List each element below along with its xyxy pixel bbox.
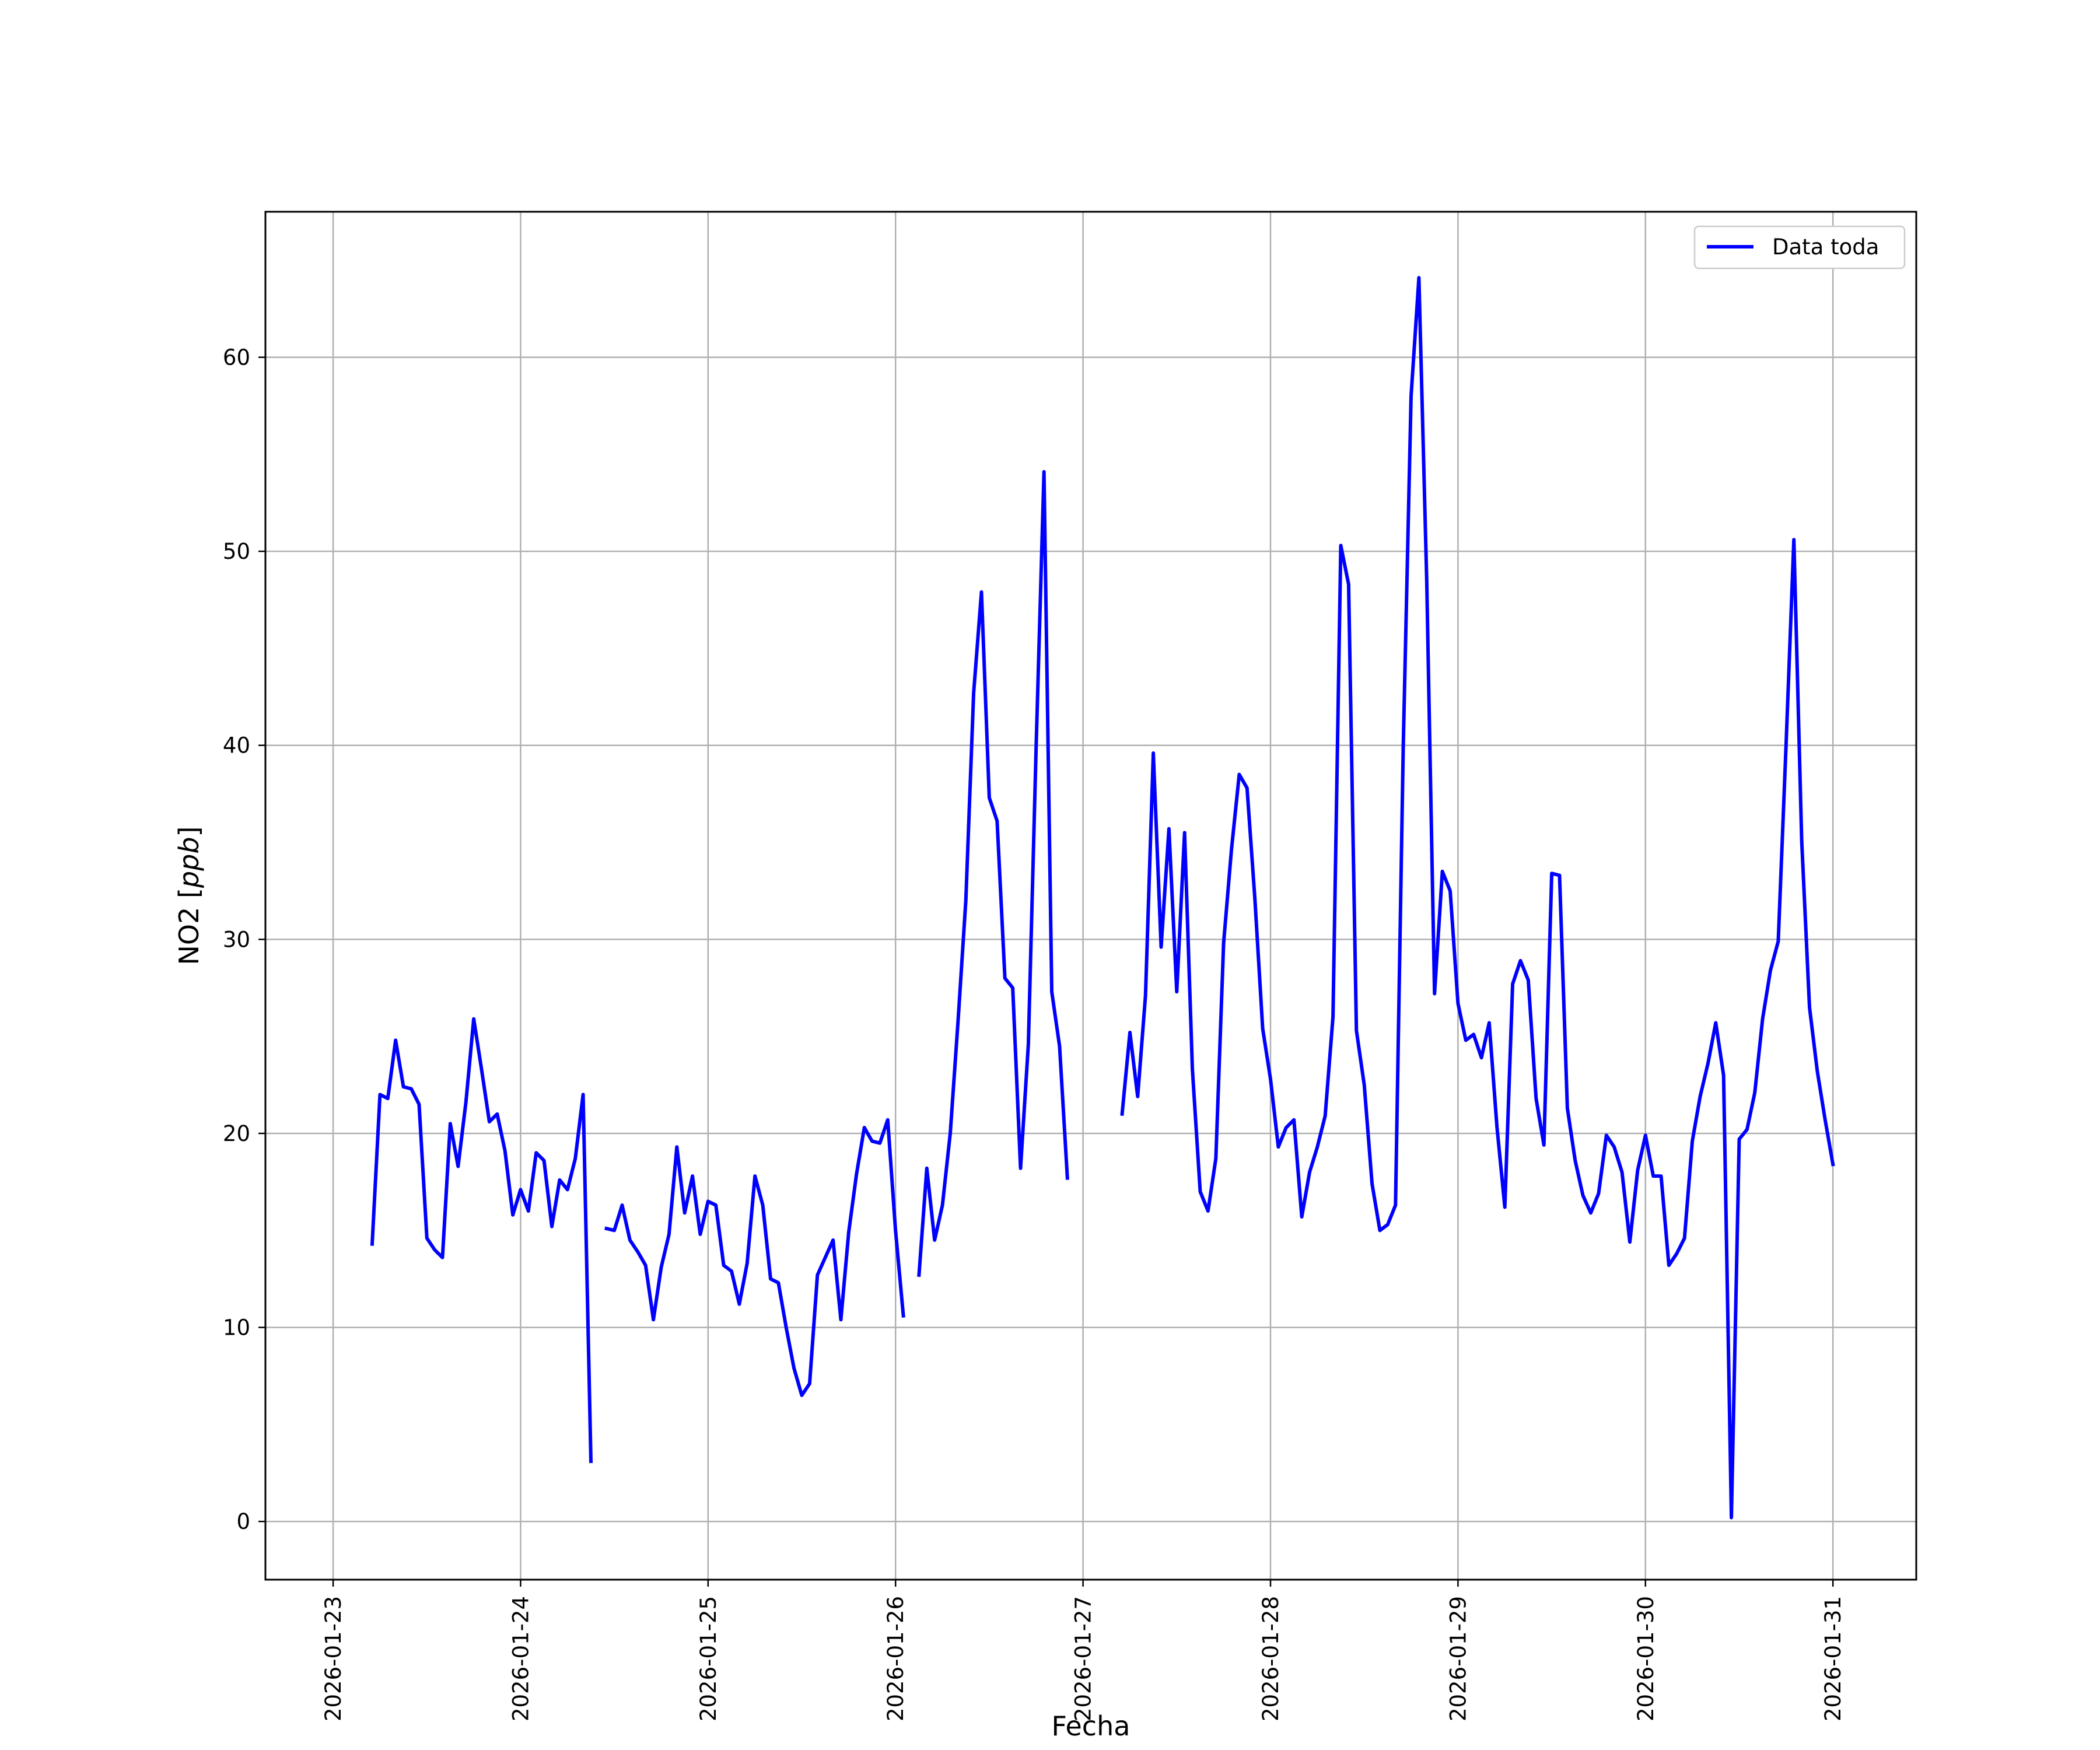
x-tick-label: 2026-01-24 [508,1596,533,1721]
x-tick-label: 2026-01-26 [883,1596,908,1721]
y-tick-label: 60 [223,345,250,370]
grid-lines [265,212,1916,1580]
y-axis-label-unit: ppb [173,836,205,888]
y-tick-label: 30 [223,927,250,952]
plot-area-frame [264,211,1917,1581]
x-tick-label: 2026-01-28 [1258,1596,1283,1721]
series-line-segment [370,1017,593,1464]
series-line-segment [604,1118,905,1397]
y-tick-label: 10 [223,1315,250,1340]
legend-entry-data-toda: Data toda [1772,235,1879,260]
series-line-segment [1120,276,1835,1520]
x-tick-label: 2026-01-27 [1071,1596,1096,1721]
y-axis-label-close: ] [173,826,205,836]
x-tick-label: 2026-01-29 [1446,1596,1471,1721]
x-tick-label: 2026-01-25 [696,1596,721,1721]
y-axis-label-main: NO2 [ [173,888,205,965]
series-line-segment [917,470,1069,1278]
x-axis-label: Fecha [1052,1710,1130,1742]
legend-box [1693,225,1906,270]
y-tick-label: 50 [223,539,250,564]
series-lines [370,276,1835,1520]
legend: Data toda [1693,225,1906,270]
y-axis-label: NO2 [ppb] [173,826,205,965]
y-tick-label: 20 [223,1121,250,1146]
x-tick-label: 2026-01-31 [1821,1596,1846,1721]
axis-ticks: 2026-01-23 2026-01-24 2026-01-25 2026-01-26… [223,345,1846,1721]
y-tick-label: 0 [236,1509,250,1534]
x-tick-label: 2026-01-23 [321,1596,346,1721]
y-tick-label: 40 [223,733,250,758]
x-tick-label: 2026-01-30 [1633,1596,1658,1721]
